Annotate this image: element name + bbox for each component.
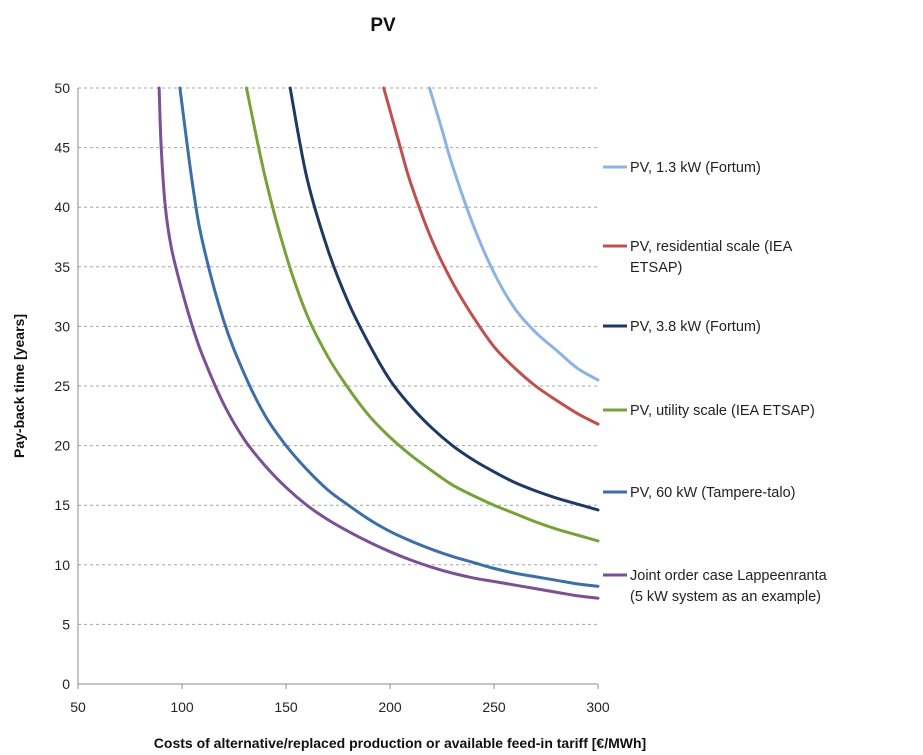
legend-label: PV, 60 kW (Tampere-talo) — [630, 485, 795, 501]
legend-label: PV, 1.3 kW (Fortum) — [630, 160, 761, 176]
series-line-5 — [178, 86, 600, 588]
series-line-4 — [244, 86, 600, 543]
legend-entry-2: PV, residential scale (IEA ETSAP) — [603, 239, 793, 276]
y-tick-label: 25 — [54, 378, 70, 394]
series-line-3 — [288, 86, 600, 512]
x-tick-label: 100 — [170, 699, 194, 715]
legend-label: Joint order case Lappeenranta — [630, 568, 828, 584]
legend-entry-3: PV, 3.8 kW (Fortum) — [603, 319, 761, 335]
y-tick-label: 45 — [54, 140, 70, 156]
legend-label: ETSAP) — [630, 260, 682, 276]
legend: PV, 1.3 kW (Fortum) PV, residential scale… — [603, 160, 828, 605]
y-tick-label: 40 — [54, 199, 70, 215]
legend-entry-6: Joint order case Lappeenranta (5 kW syste… — [603, 568, 828, 605]
x-tick-labels: 50 100 150 200 250 300 — [70, 684, 610, 715]
x-axis-label: Costs of alternative/replaced production… — [154, 735, 646, 751]
legend-label: PV, residential scale (IEA — [630, 239, 793, 255]
y-tick-label: 30 — [54, 318, 70, 334]
chart-title: PV — [370, 15, 396, 36]
series-line-6 — [157, 86, 600, 600]
y-tick-label: 50 — [54, 80, 70, 96]
legend-entry-4: PV, utility scale (IEA ETSAP) — [603, 403, 815, 419]
x-tick-label: 300 — [586, 699, 610, 715]
legend-entry-5: PV, 60 kW (Tampere-talo) — [603, 485, 795, 501]
y-tick-label: 35 — [54, 259, 70, 275]
y-tick-label: 10 — [54, 557, 70, 573]
y-tick-label: 5 — [62, 616, 70, 632]
x-tick-label: 150 — [274, 699, 298, 715]
legend-label: (5 kW system as an example) — [630, 589, 821, 605]
y-tick-label: 0 — [62, 676, 70, 692]
x-tick-label: 50 — [70, 699, 86, 715]
series-lines — [157, 86, 600, 600]
x-tick-label: 250 — [482, 699, 506, 715]
legend-label: PV, utility scale (IEA ETSAP) — [630, 403, 815, 419]
y-tick-labels: 0 5 10 15 20 25 30 35 40 45 50 — [54, 80, 70, 692]
series-line-1 — [428, 86, 600, 382]
y-tick-label: 20 — [54, 438, 70, 454]
x-tick-label: 200 — [378, 699, 402, 715]
gridlines — [78, 87, 598, 625]
y-tick-label: 15 — [54, 497, 70, 513]
legend-entry-1: PV, 1.3 kW (Fortum) — [603, 160, 761, 176]
legend-label: PV, 3.8 kW (Fortum) — [630, 319, 761, 335]
y-axis-label: Pay-back time [years] — [11, 314, 27, 458]
series-line-2 — [382, 86, 600, 426]
